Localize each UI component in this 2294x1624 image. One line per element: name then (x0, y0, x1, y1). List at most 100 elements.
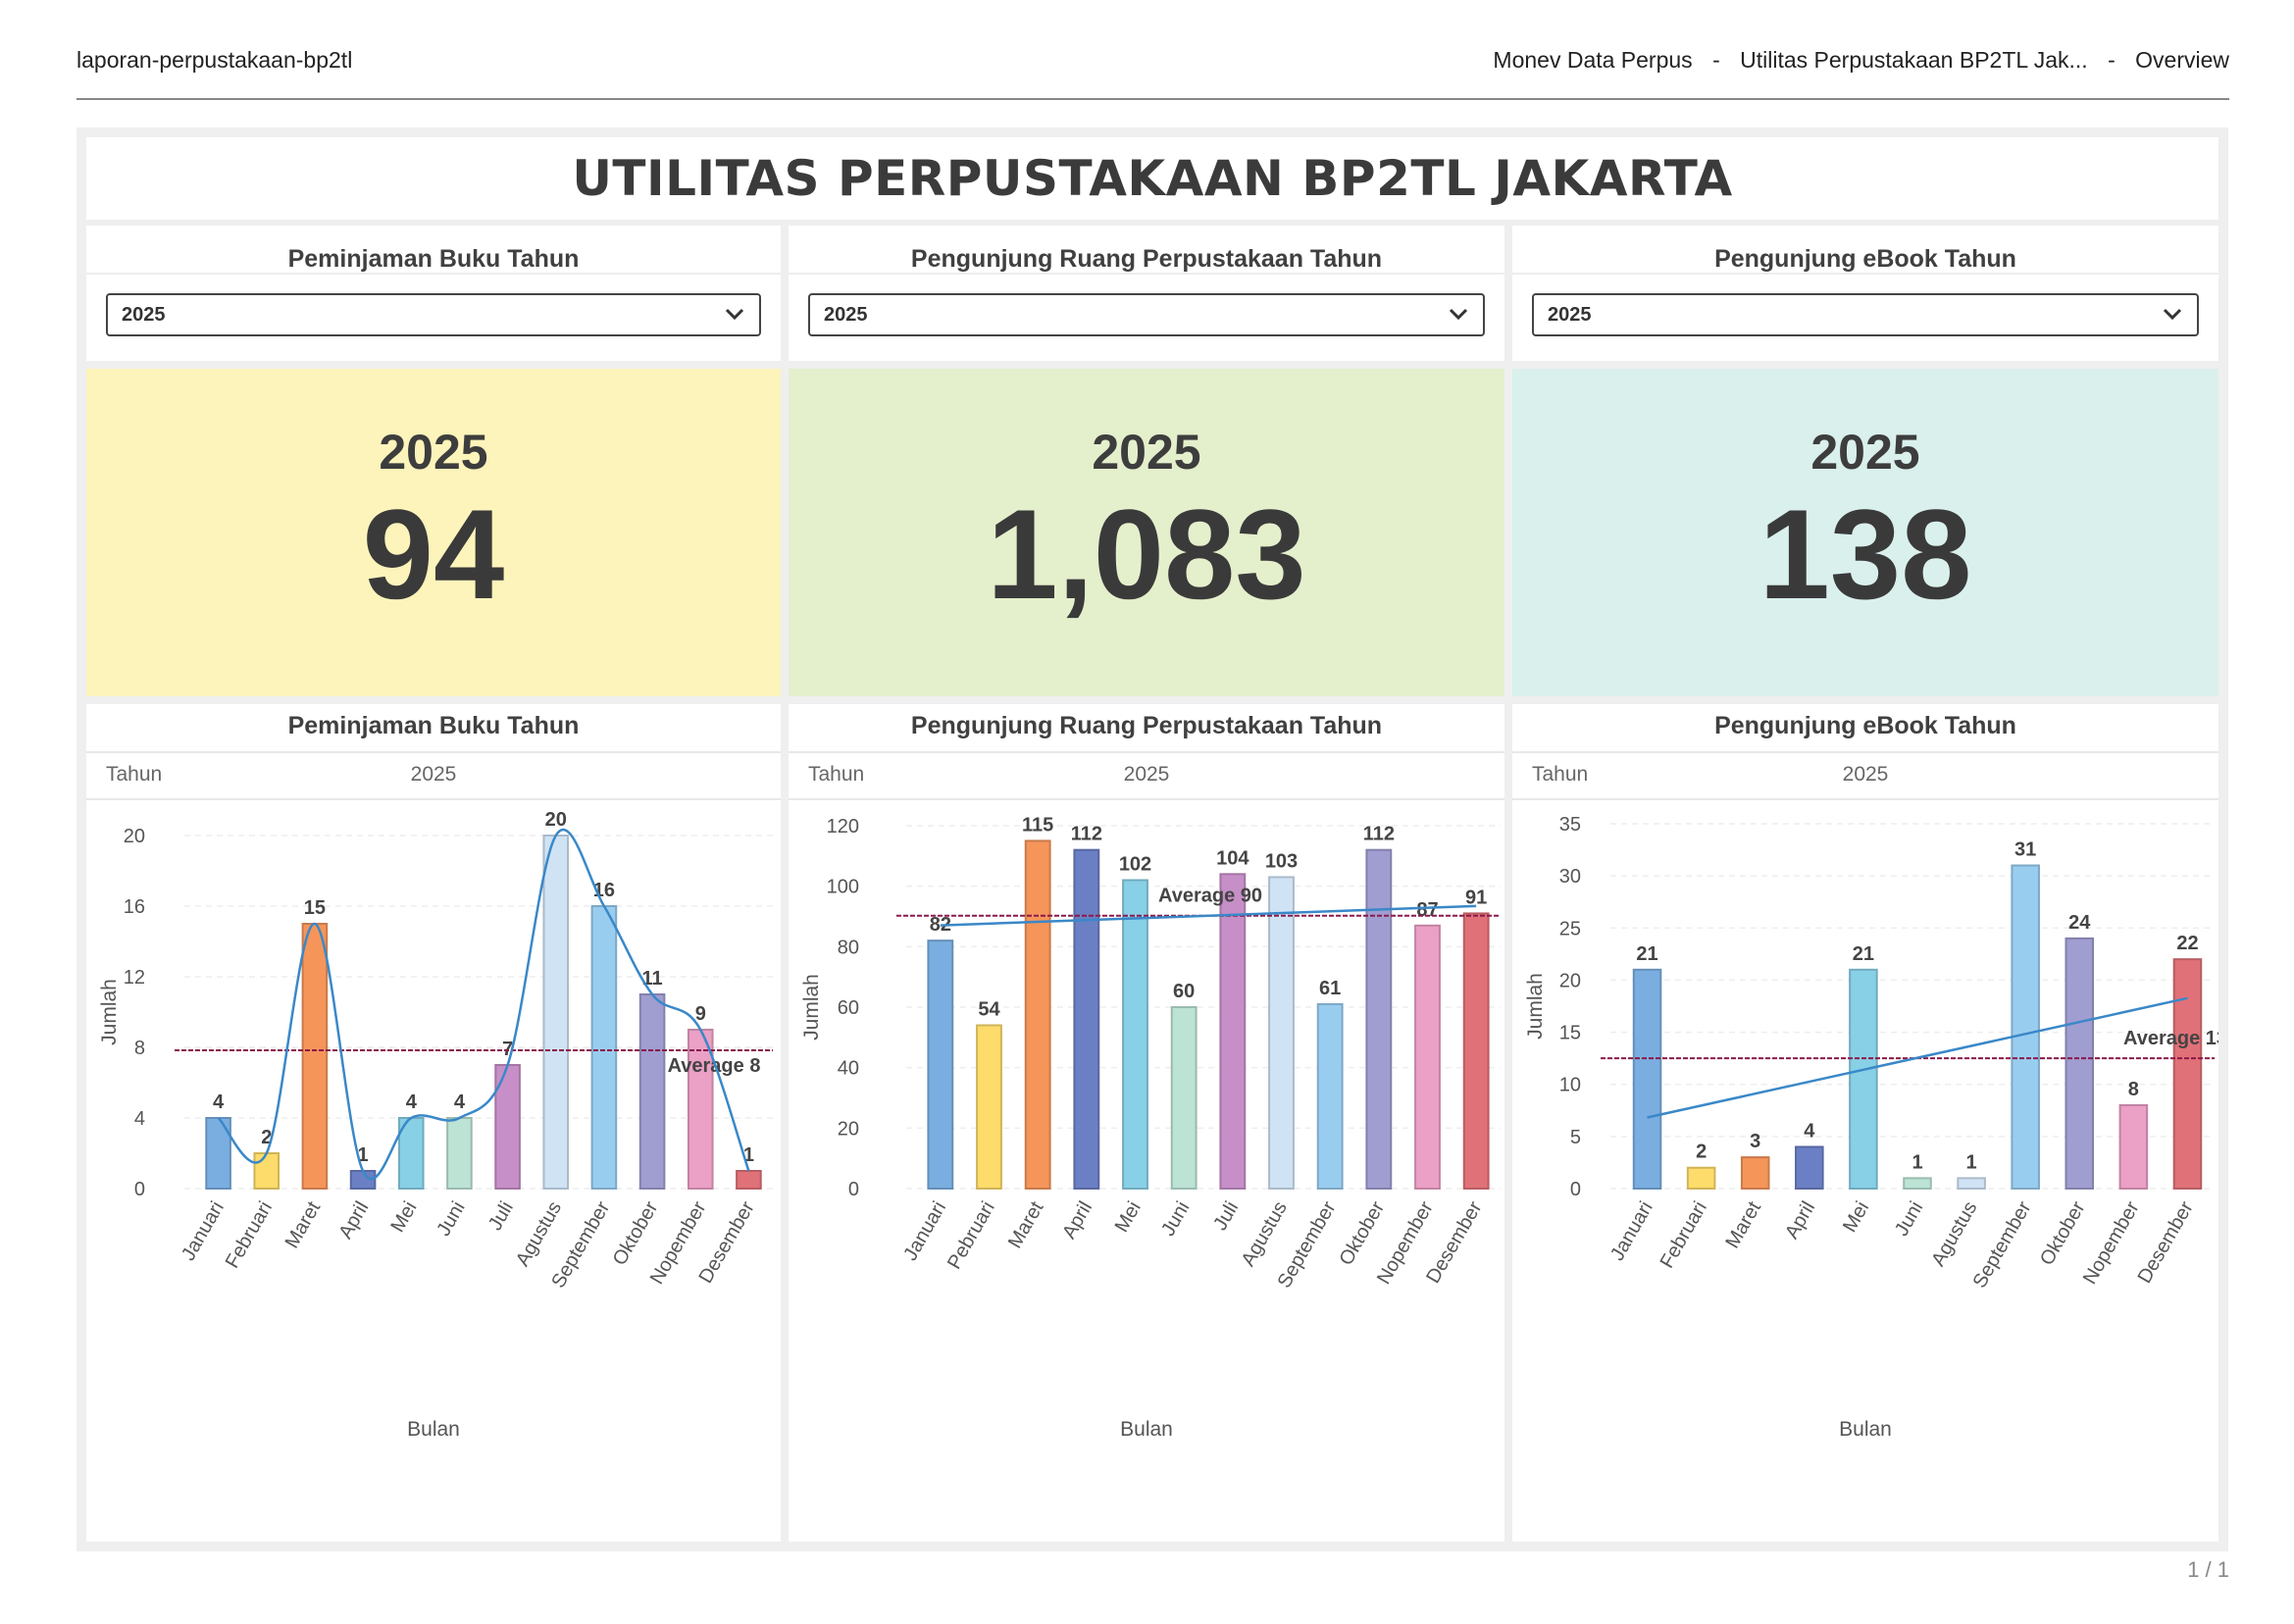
y-tick-label: 120 (827, 816, 859, 837)
data-label: 87 (1416, 899, 1438, 921)
bar (1849, 968, 1878, 1190)
bar (590, 905, 618, 1190)
data-label: 2 (1696, 1142, 1707, 1163)
y-axis-title: Jumlah (98, 979, 121, 1045)
bar (1957, 1177, 1986, 1191)
breadcrumb-item[interactable]: Utilitas Perpustakaan BP2TL Jak... (1740, 47, 2088, 73)
y-axis-title: Jumlah (1524, 973, 1547, 1040)
x-tick-label: Januari (1606, 1198, 1657, 1265)
bar (397, 1117, 425, 1190)
data-label: 3 (1750, 1131, 1760, 1152)
x-tick-label: Juni (1891, 1198, 1927, 1241)
x-axis-title: Bulan (1120, 1418, 1173, 1441)
data-label: 1 (1912, 1151, 1922, 1173)
page-number: 1 / 1 (2187, 1557, 2229, 1582)
average-label: Average 13 (2123, 1028, 2218, 1049)
data-label: 21 (1853, 943, 1874, 965)
select-value: 2025 (1548, 303, 1592, 326)
data-label: 1 (358, 1144, 369, 1166)
document-name: laporan-perpustakaan-bp2tl (76, 47, 353, 73)
data-label: 31 (2014, 839, 2036, 861)
chart-divider (789, 798, 1504, 800)
chevron-down-icon (725, 308, 744, 321)
y-tick-label: 20 (1559, 970, 1581, 991)
y-tick-label: 0 (848, 1179, 859, 1200)
bar (687, 1029, 714, 1190)
data-label: 115 (1022, 814, 1053, 836)
year-select-ebook[interactable]: 2025 (1532, 293, 2199, 336)
filter-divider (789, 273, 1504, 275)
kpi-card-ebook: 2025 138 (1512, 369, 2218, 696)
tahun-label: Tahun (808, 763, 865, 786)
filter-panel-pengunjung-ruang: Pengunjung Ruang Perpustakaan Tahun 2025 (789, 226, 1504, 361)
data-label: 91 (1465, 887, 1487, 908)
x-tick-label: Juni (433, 1198, 469, 1241)
data-label: 9 (695, 1003, 706, 1025)
bar-chart-ebook: 0 5 10 15 20 25 30 35 21 Januari 2 Februari 3 Maret 4 A… (1524, 814, 2218, 1441)
tahun-label: Tahun (1532, 763, 1589, 786)
trend-line (940, 904, 1477, 927)
data-label: 104 (1216, 847, 1249, 869)
kpi-year: 2025 (379, 425, 488, 480)
bar (1024, 839, 1051, 1191)
bar (638, 993, 666, 1190)
kpi-year: 2025 (1810, 425, 1920, 480)
y-tick-label: 4 (134, 1108, 145, 1130)
x-tick-label: Oktober (609, 1197, 663, 1269)
x-tick-label: Mei (1839, 1198, 1873, 1237)
data-label: 4 (406, 1091, 418, 1113)
bar (1462, 912, 1490, 1191)
x-axis-title: Bulan (1839, 1418, 1892, 1441)
chart-title: Pengunjung Ruang Perpustakaan Tahun (910, 712, 1383, 739)
filter-panel-peminjaman: Peminjaman Buku Tahun 2025 (86, 226, 781, 361)
data-label: 15 (304, 897, 326, 919)
bar (1122, 879, 1148, 1190)
chart-title: Peminjaman Buku Tahun (287, 712, 580, 739)
x-tick-label: Februari (222, 1198, 277, 1273)
y-tick-label: 0 (1570, 1179, 1581, 1200)
data-label: 7 (502, 1039, 513, 1060)
data-label: 4 (213, 1091, 225, 1113)
data-label: 24 (2068, 912, 2091, 934)
year-select-peminjaman[interactable]: 2025 (106, 293, 761, 336)
chart-panel-peminjaman: Peminjaman Buku Tahun Tahun 2025 0 4 8 12 16… (86, 704, 781, 1542)
breadcrumb-item[interactable]: Overview (2135, 47, 2229, 73)
bar (1795, 1145, 1824, 1191)
breadcrumb-item[interactable]: Monev Data Perpus (1493, 47, 1693, 73)
x-tick-label: Maret (281, 1197, 326, 1252)
y-tick-label: 25 (1559, 918, 1581, 939)
x-tick-label: Juli (484, 1198, 518, 1235)
x-tick-label: Maret (1004, 1197, 1048, 1252)
y-tick-label: 20 (838, 1118, 859, 1140)
y-tick-label: 60 (838, 997, 859, 1019)
bar (1365, 848, 1393, 1191)
kpi-year: 2025 (1092, 425, 1201, 480)
data-label: 11 (642, 968, 663, 990)
data-label: 102 (1119, 854, 1151, 876)
bar (446, 1117, 473, 1190)
x-tick-label: Pebruari (943, 1198, 999, 1273)
breadcrumb: Monev Data Perpus - Utilitas Perpustakaa… (1493, 47, 2229, 74)
x-tick-label: Agustus (1238, 1198, 1292, 1271)
chart-divider (86, 798, 781, 800)
data-label: 4 (454, 1091, 466, 1113)
x-tick-label: Agustus (1927, 1198, 1981, 1271)
y-axis-title: Jumlah (800, 974, 823, 1040)
header-divider (76, 98, 2229, 100)
y-tick-label: 0 (134, 1179, 145, 1200)
y-tick-label: 5 (1570, 1127, 1581, 1148)
tahun-value: 2025 (410, 763, 457, 786)
breadcrumb-separator: - (2108, 47, 2116, 73)
y-tick-label: 30 (1559, 866, 1581, 888)
y-tick-label: 20 (124, 826, 145, 847)
year-select-pengunjung-ruang[interactable]: 2025 (808, 293, 1485, 336)
x-tick-label: April (1781, 1198, 1819, 1243)
filter-panel-ebook: Pengunjung eBook Tahun 2025 (1512, 226, 2218, 361)
kpi-card-peminjaman: 2025 94 (86, 369, 781, 696)
chart-divider (1512, 798, 2218, 800)
data-label: 1 (743, 1144, 754, 1166)
y-tick-label: 16 (124, 896, 145, 918)
filter-title: Pengunjung Ruang Perpustakaan Tahun (910, 245, 1383, 273)
data-label: 112 (1071, 824, 1102, 845)
x-tick-label: Februari (1657, 1198, 1711, 1273)
